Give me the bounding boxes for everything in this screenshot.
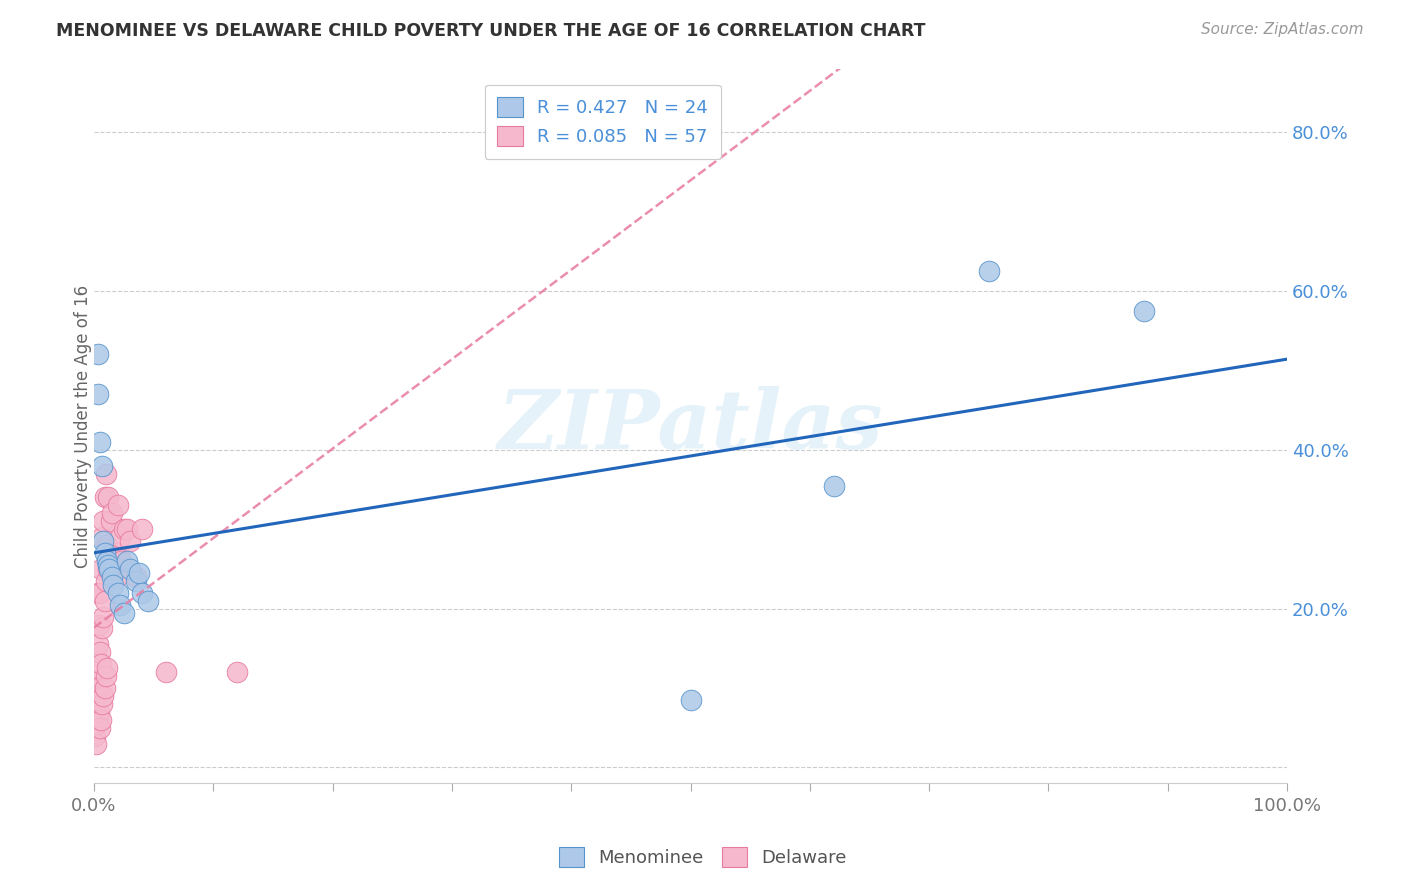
Point bbox=[93, 689, 115, 703]
Point bbox=[86, 713, 108, 727]
Point bbox=[101, 578, 124, 592]
Text: ZIPatlas: ZIPatlas bbox=[498, 386, 883, 466]
Point bbox=[94, 574, 117, 588]
Point bbox=[90, 562, 112, 576]
Point bbox=[93, 609, 115, 624]
Point bbox=[90, 657, 112, 672]
Point bbox=[131, 522, 153, 536]
Point bbox=[97, 562, 120, 576]
Point bbox=[91, 697, 114, 711]
Point bbox=[97, 491, 120, 505]
Point bbox=[118, 534, 141, 549]
Point bbox=[89, 434, 111, 449]
Point bbox=[823, 478, 845, 492]
Point bbox=[83, 721, 105, 735]
Point bbox=[86, 681, 108, 695]
Point bbox=[118, 562, 141, 576]
Point bbox=[100, 514, 122, 528]
Point bbox=[93, 514, 115, 528]
Point bbox=[101, 506, 124, 520]
Point bbox=[112, 606, 135, 620]
Point bbox=[86, 637, 108, 651]
Point bbox=[117, 554, 139, 568]
Point bbox=[107, 499, 129, 513]
Point bbox=[96, 554, 118, 568]
Point bbox=[125, 570, 148, 584]
Point bbox=[125, 574, 148, 588]
Point bbox=[83, 697, 105, 711]
Y-axis label: Child Poverty Under the Age of 16: Child Poverty Under the Age of 16 bbox=[75, 285, 91, 567]
Point bbox=[93, 491, 115, 505]
Point bbox=[86, 649, 108, 664]
Point bbox=[110, 554, 132, 568]
Legend: Menominee, Delaware: Menominee, Delaware bbox=[551, 839, 855, 874]
Point bbox=[93, 546, 115, 560]
Point bbox=[93, 681, 115, 695]
Point bbox=[86, 387, 108, 401]
Point bbox=[84, 729, 107, 743]
Point bbox=[86, 716, 108, 731]
Point bbox=[83, 673, 105, 687]
Point bbox=[94, 467, 117, 481]
Point bbox=[91, 458, 114, 473]
Point bbox=[101, 546, 124, 560]
Point bbox=[107, 586, 129, 600]
Point bbox=[112, 522, 135, 536]
Point bbox=[86, 586, 108, 600]
Point bbox=[101, 570, 124, 584]
Point bbox=[98, 562, 121, 576]
Point bbox=[128, 566, 150, 580]
Point bbox=[86, 347, 108, 361]
Point bbox=[117, 522, 139, 536]
Point bbox=[87, 617, 110, 632]
Point bbox=[89, 645, 111, 659]
Point bbox=[97, 558, 120, 572]
Point bbox=[155, 665, 177, 680]
Point bbox=[131, 586, 153, 600]
Point bbox=[108, 598, 131, 612]
Text: MENOMINEE VS DELAWARE CHILD POVERTY UNDER THE AGE OF 16 CORRELATION CHART: MENOMINEE VS DELAWARE CHILD POVERTY UNDE… bbox=[56, 22, 925, 40]
Point bbox=[86, 689, 108, 703]
Point bbox=[108, 546, 131, 560]
Point bbox=[105, 570, 128, 584]
Point bbox=[91, 622, 114, 636]
Point bbox=[91, 530, 114, 544]
Point bbox=[90, 713, 112, 727]
Point bbox=[89, 721, 111, 735]
Point bbox=[226, 665, 249, 680]
Point bbox=[87, 705, 110, 719]
Point bbox=[101, 549, 124, 564]
Point bbox=[94, 669, 117, 683]
Point bbox=[977, 264, 1000, 278]
Point bbox=[98, 558, 121, 572]
Point bbox=[93, 593, 115, 607]
Point bbox=[108, 530, 131, 544]
Point bbox=[679, 693, 702, 707]
Point bbox=[136, 593, 159, 607]
Point bbox=[96, 538, 118, 552]
Point bbox=[96, 661, 118, 675]
Point bbox=[84, 705, 107, 719]
Point bbox=[84, 681, 107, 695]
Point bbox=[1133, 303, 1156, 318]
Text: Source: ZipAtlas.com: Source: ZipAtlas.com bbox=[1201, 22, 1364, 37]
Point bbox=[93, 534, 115, 549]
Legend: R = 0.427   N = 24, R = 0.085   N = 57: R = 0.427 N = 24, R = 0.085 N = 57 bbox=[485, 85, 720, 159]
Point bbox=[89, 586, 111, 600]
Point bbox=[103, 554, 125, 568]
Point bbox=[104, 558, 127, 572]
Point bbox=[86, 737, 108, 751]
